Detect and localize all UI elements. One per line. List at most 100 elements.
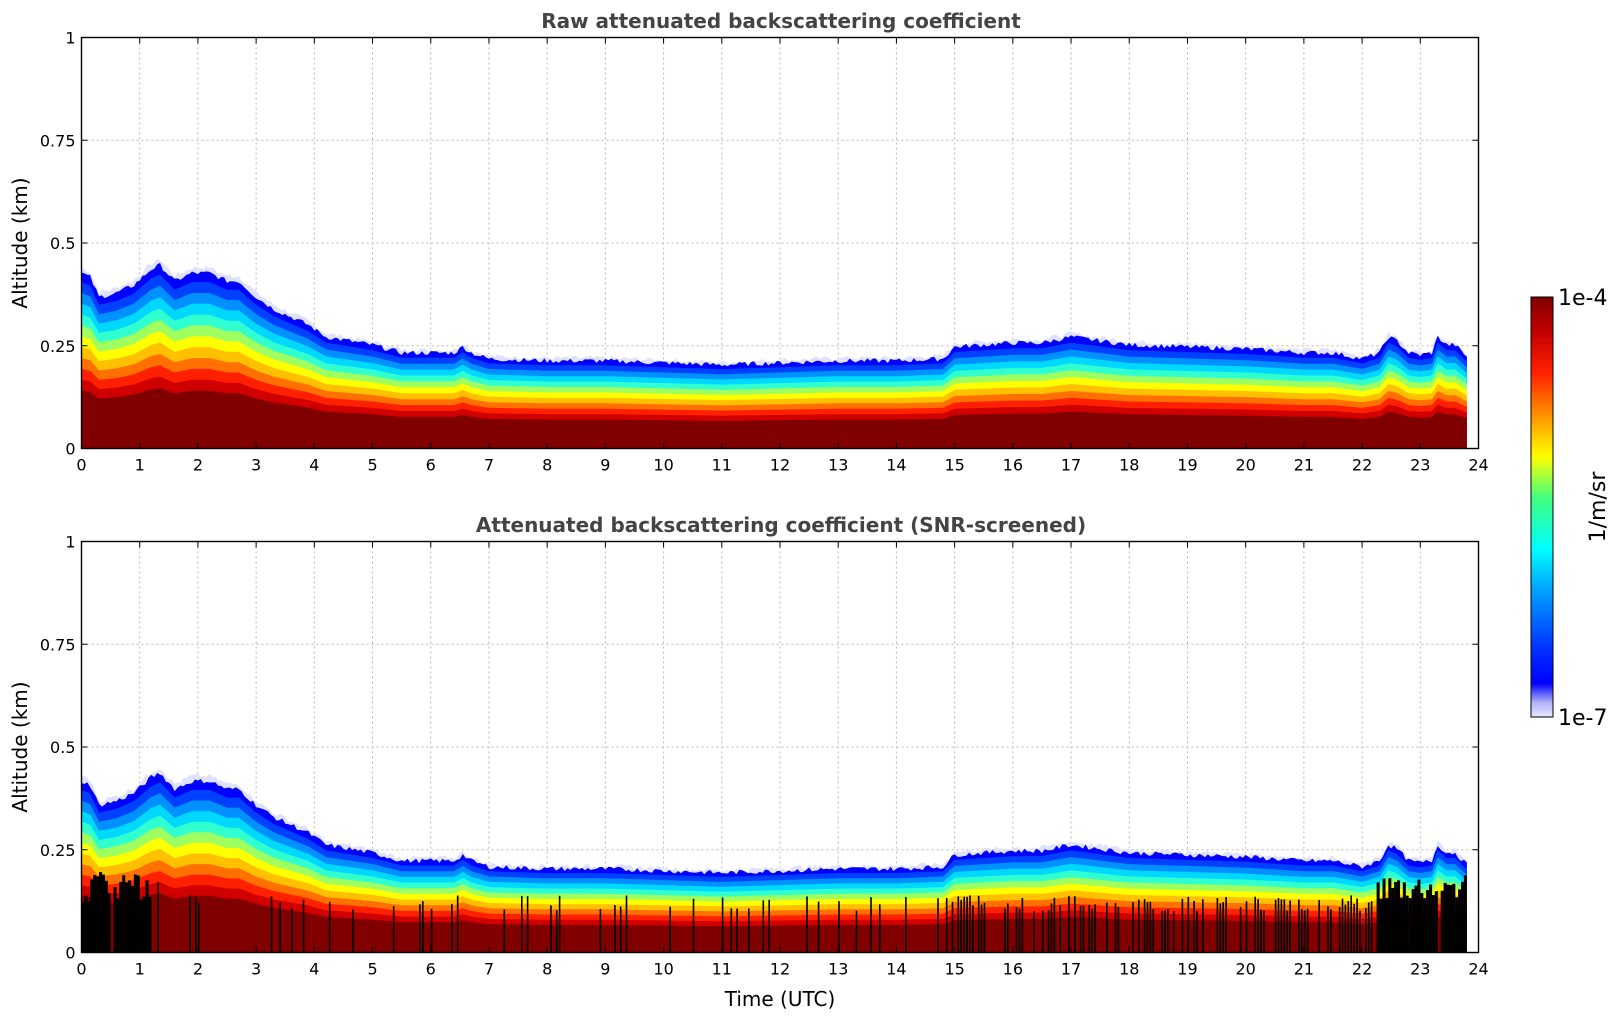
screened-column [1303, 910, 1306, 953]
screened-column [291, 908, 293, 953]
screened-column [1286, 910, 1288, 953]
screened-column [1015, 907, 1018, 953]
screened-column [1007, 903, 1009, 953]
screened-column [1219, 903, 1222, 953]
y-tick-label: 0.25 [40, 841, 76, 860]
screened-column [328, 901, 331, 953]
screened-column [736, 908, 738, 953]
screened-column [1458, 889, 1462, 953]
screened-column [748, 908, 750, 953]
screened-column [101, 874, 105, 953]
x-tick-label: 17 [1061, 960, 1081, 979]
screened-column [1114, 903, 1117, 953]
screened-column [1443, 882, 1447, 953]
screened-column [1301, 909, 1303, 953]
screened-column [768, 899, 770, 953]
x-tick-label: 5 [367, 456, 377, 475]
x-tick-label: 19 [1177, 960, 1197, 979]
x-tick-label: 10 [653, 960, 673, 979]
y-tick-label: 0.75 [40, 131, 76, 150]
screened-column [1434, 891, 1438, 953]
screened-column [133, 874, 137, 953]
screened-column [189, 895, 191, 953]
screened-column [503, 909, 506, 953]
screened-column [1429, 884, 1433, 953]
screened-column [1106, 902, 1108, 953]
screened-column [1257, 899, 1259, 953]
screened-column [1082, 905, 1085, 953]
screened-column [96, 876, 100, 953]
screened-column [1263, 910, 1265, 953]
x-tick-label: 8 [542, 456, 552, 475]
x-tick-label: 11 [712, 456, 732, 475]
screened-column [1461, 881, 1465, 953]
bottom-panel-heatmap [81, 769, 1467, 953]
screened-column [122, 875, 126, 953]
screened-column [963, 896, 965, 953]
screened-column [145, 880, 149, 953]
screened-column [1420, 893, 1424, 953]
x-tick-label: 13 [828, 456, 848, 475]
screened-column [195, 896, 197, 953]
screened-column [136, 875, 140, 953]
x-tick-label: 4 [309, 456, 319, 475]
screened-column [1426, 890, 1430, 953]
screened-column [1298, 899, 1300, 953]
screened-column [87, 901, 91, 953]
screened-column [1053, 897, 1056, 953]
screened-column [730, 908, 733, 953]
top-panel: Raw attenuated backscattering coefficien… [8, 9, 1489, 475]
screened-column [521, 895, 523, 953]
x-tick-label: 9 [600, 960, 610, 979]
screened-column [550, 905, 552, 953]
screened-column [1274, 899, 1277, 953]
bottom-panel-ticks: 0 1 2 3 4 5 6 7 8 9 10 11 12 13 14 15 16 17 18 19 20 21 22 23 24… [40, 533, 1489, 979]
x-tick-label: 24 [1468, 456, 1488, 475]
x-tick-label: 1 [135, 960, 145, 979]
colorbar-min-label: 1e-7 [1558, 706, 1607, 731]
screened-column [972, 905, 974, 953]
screened-column [945, 898, 948, 953]
x-tick-label: 20 [1235, 960, 1255, 979]
screened-column [1074, 896, 1076, 953]
screened-column [270, 896, 273, 953]
screened-column [1225, 897, 1227, 953]
screened-column [980, 904, 983, 953]
screened-column [1440, 890, 1444, 953]
screened-column [422, 901, 424, 953]
x-tick-label: 14 [886, 960, 906, 979]
screened-column [119, 881, 123, 953]
x-tick-label: 12 [770, 960, 790, 979]
screened-column [1068, 895, 1070, 953]
screened-column [1399, 897, 1403, 953]
y-tick-label: 0 [65, 440, 75, 459]
screened-column [1327, 906, 1329, 953]
y-tick-label: 1 [65, 29, 75, 48]
screened-column [614, 905, 616, 953]
screened-column [1356, 898, 1358, 953]
bottom-panel-ylabel: Altitude (km) [8, 681, 32, 812]
screened-column [1338, 907, 1341, 953]
y-tick-label: 0.5 [50, 738, 75, 757]
x-tick-label: 22 [1352, 456, 1372, 475]
screened-column [1245, 901, 1248, 953]
bottom-panel-grid [81, 541, 1479, 953]
screened-column [960, 899, 962, 953]
screened-column [555, 910, 558, 953]
screened-column [392, 906, 395, 953]
screened-column [526, 896, 529, 953]
x-tick-label: 6 [426, 456, 436, 475]
screened-column [625, 895, 628, 953]
screened-column [1088, 904, 1091, 953]
screened-column [1138, 899, 1140, 953]
screened-column [302, 899, 305, 953]
x-tick-label: 9 [600, 456, 610, 475]
screened-column [352, 909, 354, 953]
screened-column [1405, 895, 1409, 953]
y-tick-label: 1 [65, 533, 75, 552]
screened-column [1344, 904, 1347, 953]
screened-column [157, 881, 159, 953]
x-tick-label: 3 [251, 960, 261, 979]
y-tick-label: 0.75 [40, 635, 76, 654]
